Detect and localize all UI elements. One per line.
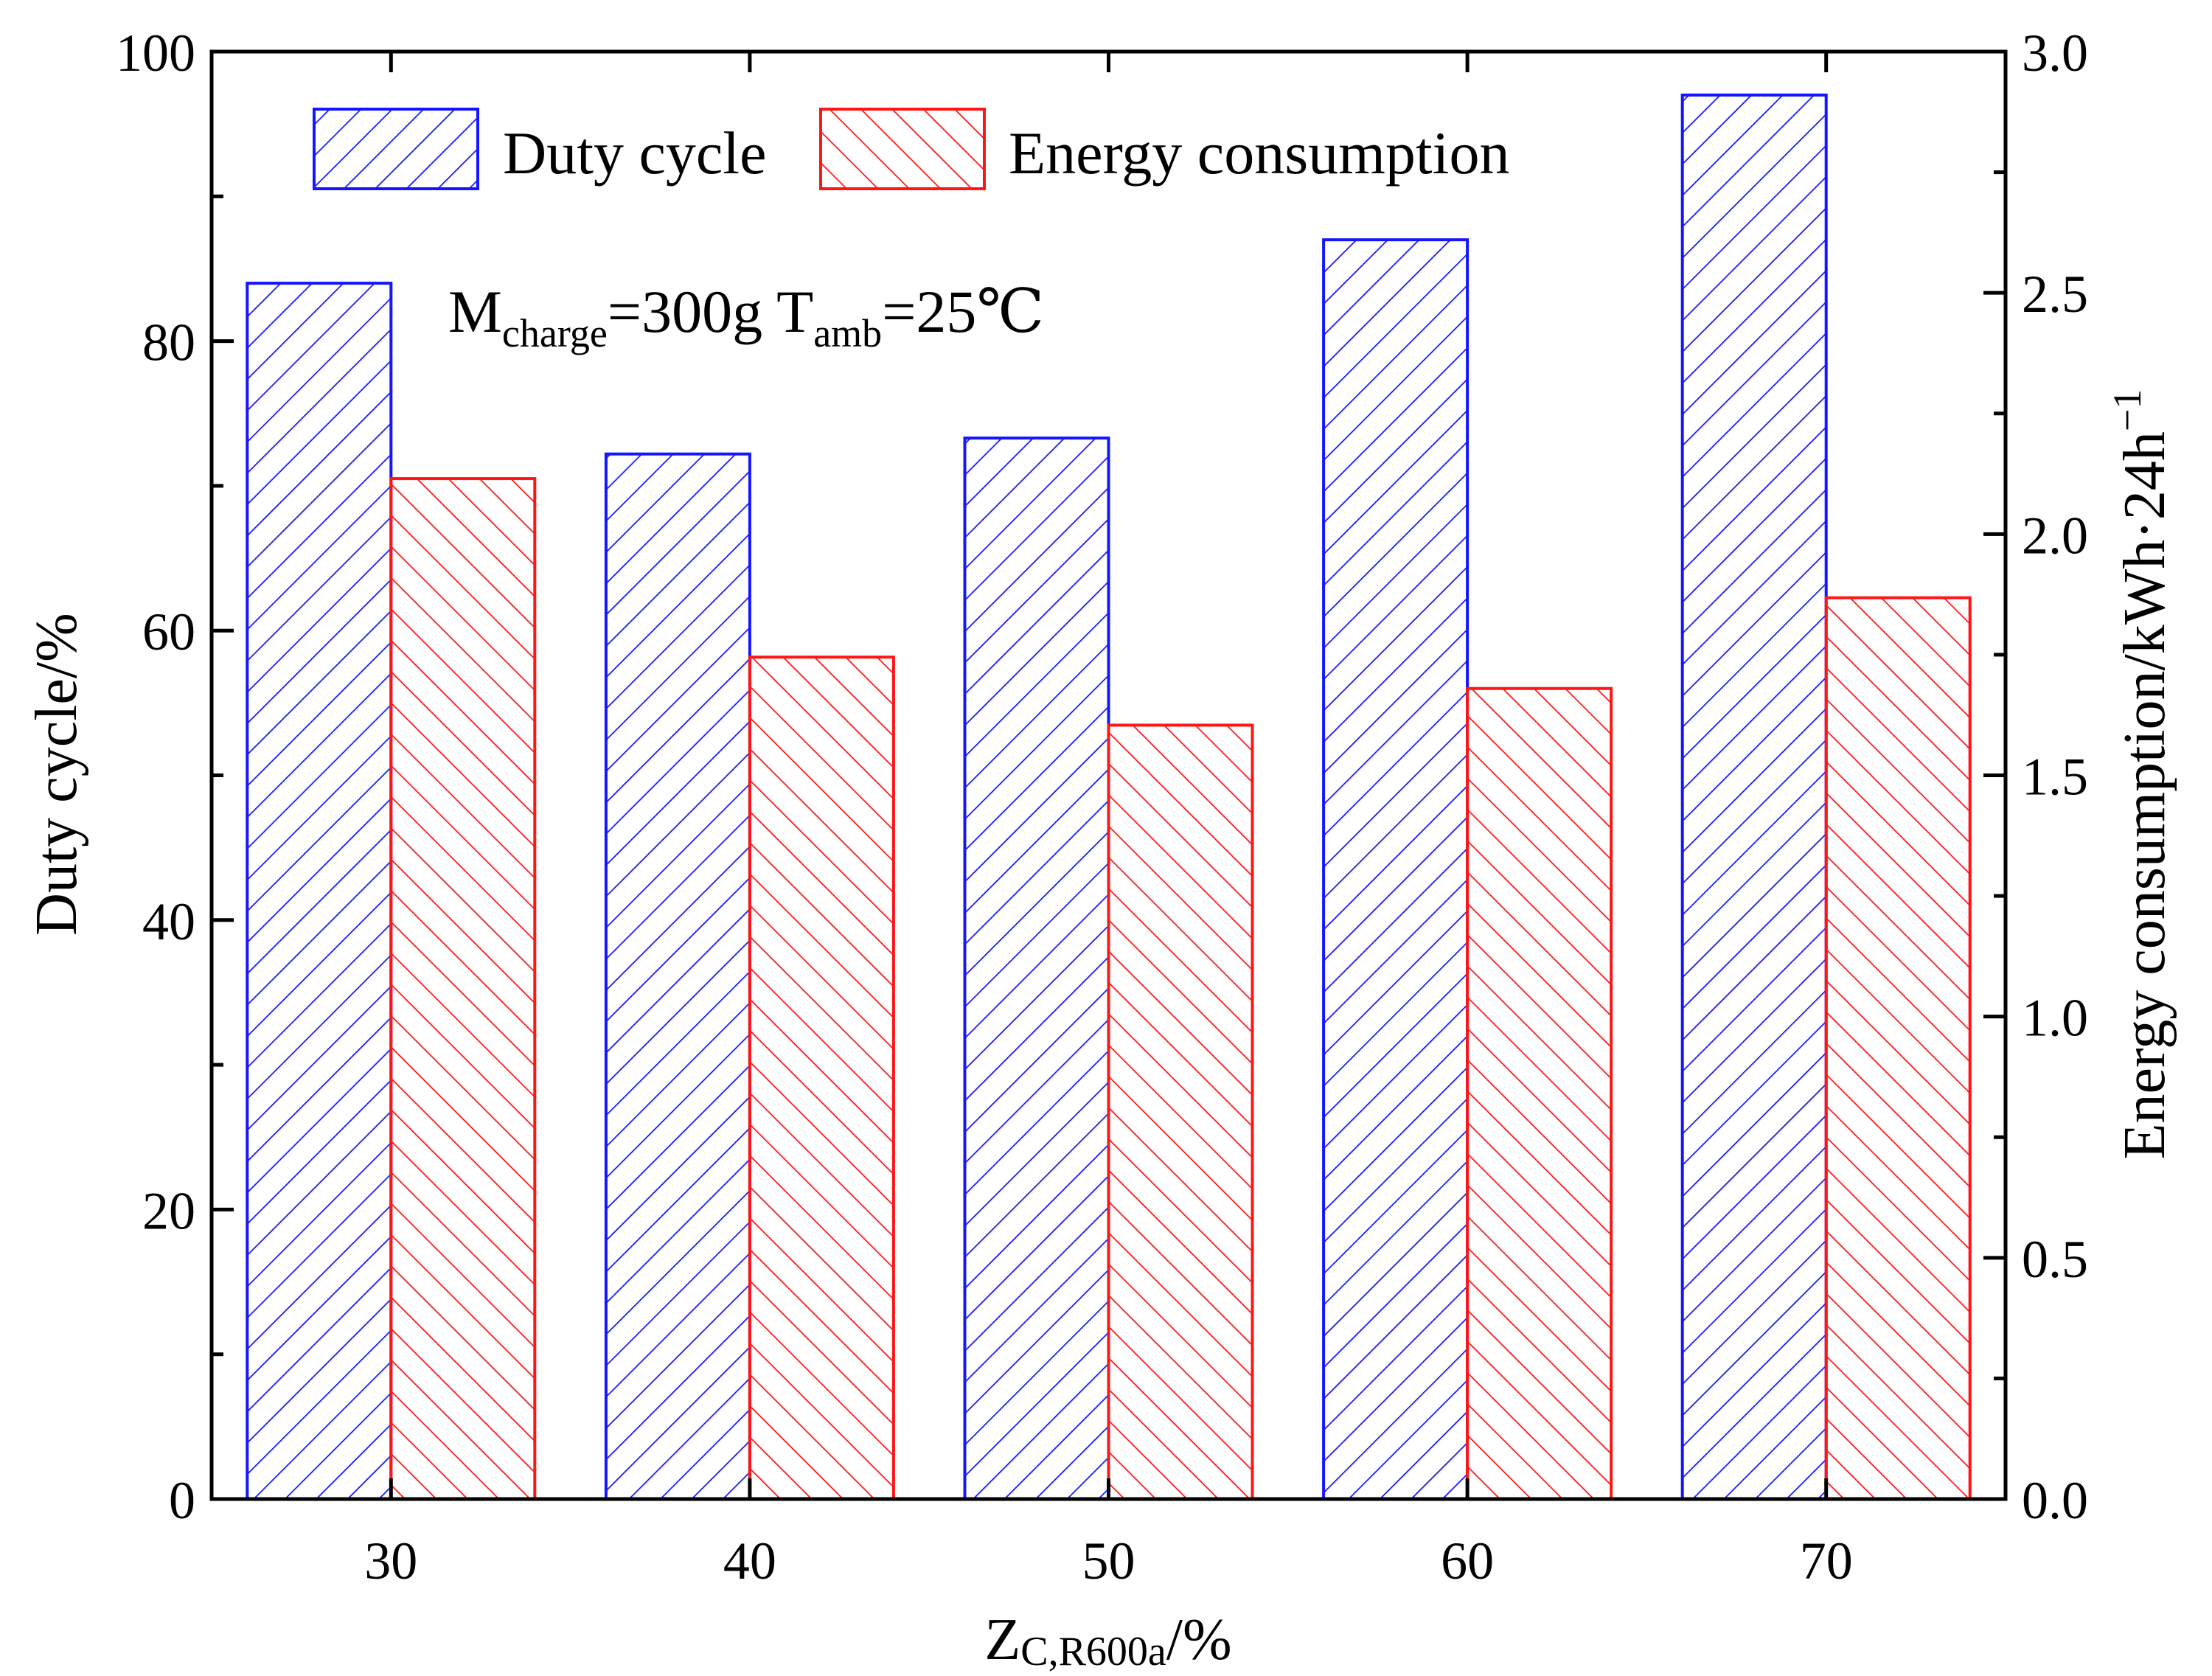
y-right-tick-label-2.0: 2.0 [2022,506,2088,565]
y-left-tick-label-80: 80 [142,313,195,372]
x-axis-title-main: Z [984,1607,1020,1672]
x-tick-label-60: 60 [1441,1531,1494,1590]
y-axis-title-left: Duty cycle/% [24,613,89,936]
y-right-tick-label-3.0: 3.0 [2022,24,2088,83]
bars-group [246,93,1972,1501]
x-tick-label-70: 70 [1800,1531,1853,1590]
y-left-tick-label-0: 0 [169,1471,195,1530]
legend: Duty cycle Energy consumption [313,108,1509,190]
bar-energy-consumption-50 [1107,723,1254,1501]
y-left-tick-label-40: 40 [142,892,195,951]
x-tick-label-40: 40 [723,1531,776,1590]
bar-duty-cycle-50 [963,437,1110,1501]
bar-duty-cycle-30 [246,282,393,1501]
bar-duty-cycle-70 [1680,93,1828,1501]
bar-duty-cycle-60 [1322,238,1470,1501]
bar-energy-consumption-30 [389,477,537,1501]
ticks-group: 30 40 50 60 70 0 20 40 60 80 100 0.0 0.5 1.0 1.5 2.0 2.5… [116,24,2088,1590]
y-axis-title-right-main: Energy consumption/kWh·24h [2112,431,2177,1159]
x-tick-label-30: 30 [364,1531,417,1590]
bar-energy-consumption-70 [1824,596,1972,1501]
legend-swatch-duty-cycle [313,108,479,190]
annotation-conditions: Mcharge=300g Tamb=25℃ [448,278,1044,355]
annotation-t-sub: amb [813,311,882,355]
annotation-m-sub: charge [502,311,608,355]
x-axis-title: ZC,R600a/% [984,1607,1231,1675]
y-right-tick-label-2.5: 2.5 [2022,265,2088,324]
y-left-tick-label-100: 100 [116,24,195,83]
y-axis-title-right: Energy consumption/kWh·24h−1 [2105,389,2177,1160]
y-axis-title-right-sup: −1 [2105,389,2149,431]
legend-swatch-energy-consumption [819,108,986,190]
legend-label-duty-cycle: Duty cycle [503,119,766,187]
y-right-tick-label-1.0: 1.0 [2022,989,2088,1048]
legend-label-energy-consumption: Energy consumption [1009,119,1509,187]
bar-energy-consumption-40 [748,656,895,1501]
x-axis-title-suffix: /% [1166,1607,1232,1672]
y-right-tick-label-0.0: 0.0 [2022,1471,2088,1530]
annotation-m: M [448,278,502,345]
y-right-tick-label-0.5: 0.5 [2022,1230,2088,1289]
x-axis-title-sub: C,R600a [1020,1629,1166,1675]
y-left-tick-label-60: 60 [142,602,195,661]
y-right-tick-label-1.5: 1.5 [2022,748,2088,807]
plot-frame [209,49,2008,1501]
bar-energy-consumption-60 [1466,686,1613,1501]
annotation-t-val: =25℃ [882,278,1044,345]
bar-duty-cycle-40 [604,452,751,1501]
annotation-m-val: =300g T [608,278,813,345]
x-tick-label-50: 50 [1082,1531,1135,1590]
y-left-tick-label-20: 20 [142,1181,195,1240]
